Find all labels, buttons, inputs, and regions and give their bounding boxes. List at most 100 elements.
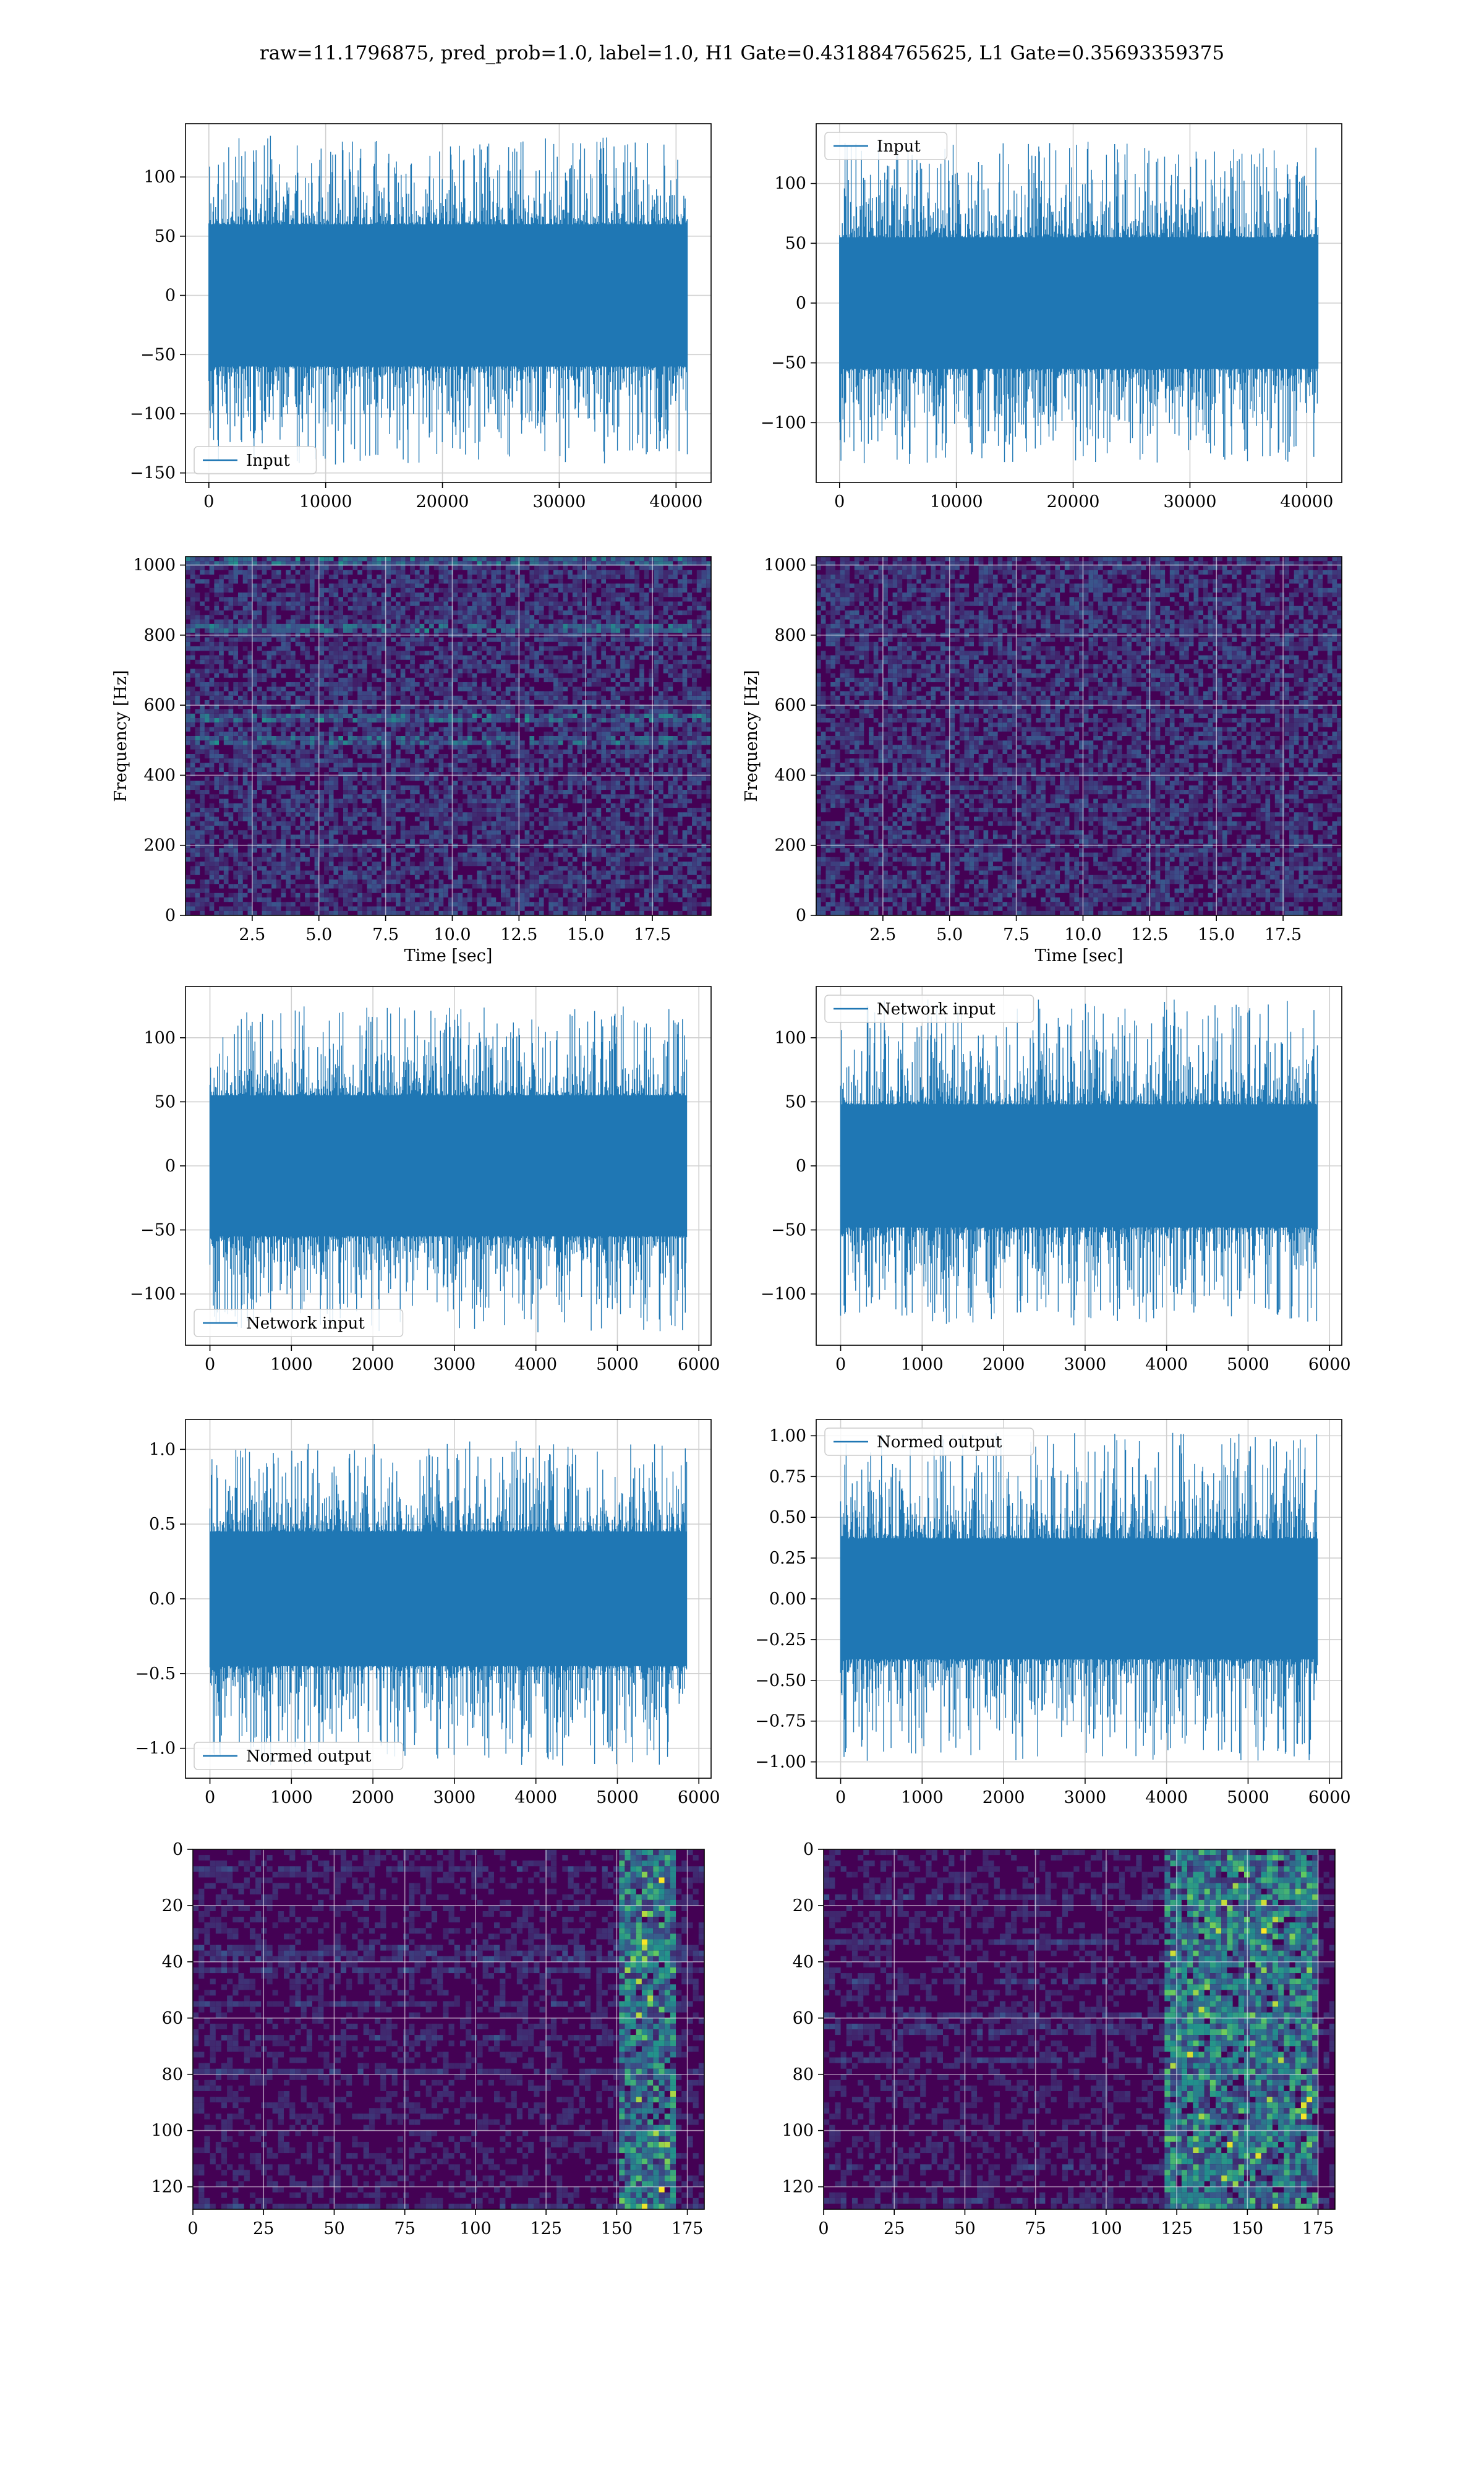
h1_spectrogram-cell: [319, 588, 325, 593]
h1_spectrogram-cell: [687, 561, 693, 566]
h1_spectrogram-cell: [539, 812, 544, 817]
h1_spectrogram-cell: [601, 565, 607, 570]
h1_spectrogram-cell: [242, 597, 248, 602]
h1_spectrogram-cell: [544, 673, 549, 678]
h1_spectrogram-cell: [577, 826, 582, 831]
h1_spectrogram-cell: [544, 754, 549, 759]
h1_spectrogram-cell: [324, 808, 329, 813]
h1_spectrogram-cell: [663, 561, 668, 566]
l1_input-series-line: [839, 142, 1319, 464]
h1_spectrogram-cell: [582, 593, 587, 597]
h1_spectrogram-cell: [458, 565, 463, 570]
h1_spectrogram-cell: [300, 722, 305, 727]
h1_spectrogram-cell: [443, 669, 449, 674]
h1_spectrogram-cell: [505, 637, 511, 642]
h1_spectrogram-cell: [295, 637, 301, 642]
h1_spectrogram-cell: [591, 561, 597, 566]
h1_spectrogram-cell: [548, 669, 554, 674]
h1_spectrogram-cell: [242, 691, 248, 696]
h1_spectrogram-cell: [400, 803, 406, 808]
h1_spectrogram-cell: [319, 606, 325, 611]
h1_spectrogram-cell: [477, 821, 482, 826]
h1_spectrogram-cell: [659, 601, 663, 606]
h1_spectrogram-cell: [300, 709, 305, 714]
h1_spectrogram-cell: [343, 682, 348, 687]
h1_spectrogram-cell: [610, 790, 616, 795]
h1_spectrogram-cell: [572, 736, 578, 741]
h1_spectrogram-cell: [343, 794, 348, 799]
h1_spectrogram-cell: [352, 606, 358, 611]
h1_spectrogram-cell: [400, 570, 406, 575]
h1_spectrogram-cell: [414, 713, 420, 719]
h1_spectrogram-cell: [496, 561, 501, 566]
h1_spectrogram-cell: [228, 641, 234, 647]
h1_spectrogram-cell: [286, 561, 291, 566]
h1_spectrogram-cell: [405, 808, 411, 813]
h1_spectrogram-cell: [534, 722, 539, 727]
h1_spectrogram-cell: [563, 588, 568, 593]
h1_spectrogram-cell: [233, 821, 239, 826]
h1_spectrogram-cell: [620, 776, 625, 781]
h1_spectrogram-cell: [544, 722, 549, 727]
h1_spectrogram-cell: [309, 745, 315, 750]
h1_spectrogram-cell: [649, 704, 654, 709]
h1_spectrogram-cell: [687, 772, 693, 777]
h1_spectrogram-cell: [362, 808, 367, 813]
h1_spectrogram-cell: [620, 561, 625, 566]
h1_spectrogram-cell: [706, 646, 711, 651]
h1_spectrogram-cell: [338, 677, 344, 683]
h1_spectrogram-cell: [463, 745, 467, 750]
h1_spectrogram-cell: [467, 767, 472, 773]
h1_spectrogram-cell: [209, 659, 215, 665]
h1_spectrogram-cell: [190, 812, 195, 817]
h1_spectrogram-cell: [544, 785, 549, 790]
h1_spectrogram-cell: [281, 601, 286, 606]
h1_spectrogram-cell: [362, 615, 367, 620]
h1_spectrogram-cell: [587, 628, 592, 633]
h1_spectrogram-cell: [472, 754, 477, 759]
h1_spectrogram-cell: [659, 781, 663, 785]
h1_spectrogram-cell: [309, 565, 315, 570]
h1_spectrogram-cell: [291, 803, 296, 808]
h1_spectrogram-cell: [515, 754, 520, 759]
h1_spectrogram-cell: [305, 776, 310, 781]
h1_spectrogram-cell: [414, 637, 420, 642]
h1_spectrogram-cell: [659, 575, 663, 580]
h1_spectrogram-cell: [615, 557, 621, 562]
h1_spectrogram-cell: [438, 781, 444, 785]
h1_spectrogram-cell: [668, 704, 673, 709]
h1_spectrogram-cell: [610, 637, 616, 642]
h1_spectrogram-cell: [515, 673, 520, 678]
h1_spectrogram-cell: [195, 767, 200, 773]
h1_spectrogram-cell: [529, 646, 535, 651]
h1_spectrogram-cell: [352, 745, 358, 750]
h1_spectrogram-cell: [491, 606, 497, 611]
h1_spectrogram-cell: [238, 557, 243, 562]
h1_spectrogram-cell: [438, 687, 444, 691]
h1_spectrogram-cell: [257, 704, 262, 709]
h1_spectrogram-cell: [534, 606, 539, 611]
h1_spectrogram-cell: [424, 561, 430, 566]
h1_spectrogram-cell: [396, 763, 401, 768]
h1_spectrogram-cell: [267, 619, 272, 624]
h1_spectrogram-cell: [252, 821, 257, 826]
h1_spectrogram-cell: [706, 826, 711, 831]
h1_spectrogram-cell: [668, 628, 673, 633]
h1_spectrogram-cell: [319, 583, 325, 588]
h1_spectrogram-cell: [324, 628, 329, 633]
h1_spectrogram-cell: [505, 713, 511, 719]
h1_spectrogram-cell: [291, 816, 296, 821]
h1_spectrogram-cell: [319, 659, 325, 665]
h1_spectrogram-cell: [419, 731, 425, 737]
h1_spectrogram-cell: [405, 593, 411, 597]
h1_spectrogram-cell: [687, 641, 693, 647]
h1_input-x-tick-label: 10000: [299, 492, 352, 511]
h1_spectrogram-cell: [663, 682, 668, 687]
h1_spectrogram-cell: [519, 718, 525, 723]
h1_spectrogram-cell: [381, 695, 386, 701]
h1_spectrogram-cell: [209, 588, 215, 593]
h1_spectrogram-cell: [663, 749, 668, 755]
h1_spectrogram-cell: [644, 781, 649, 785]
h1_spectrogram-cell: [477, 651, 482, 656]
h1_spectrogram-cell: [348, 646, 353, 651]
